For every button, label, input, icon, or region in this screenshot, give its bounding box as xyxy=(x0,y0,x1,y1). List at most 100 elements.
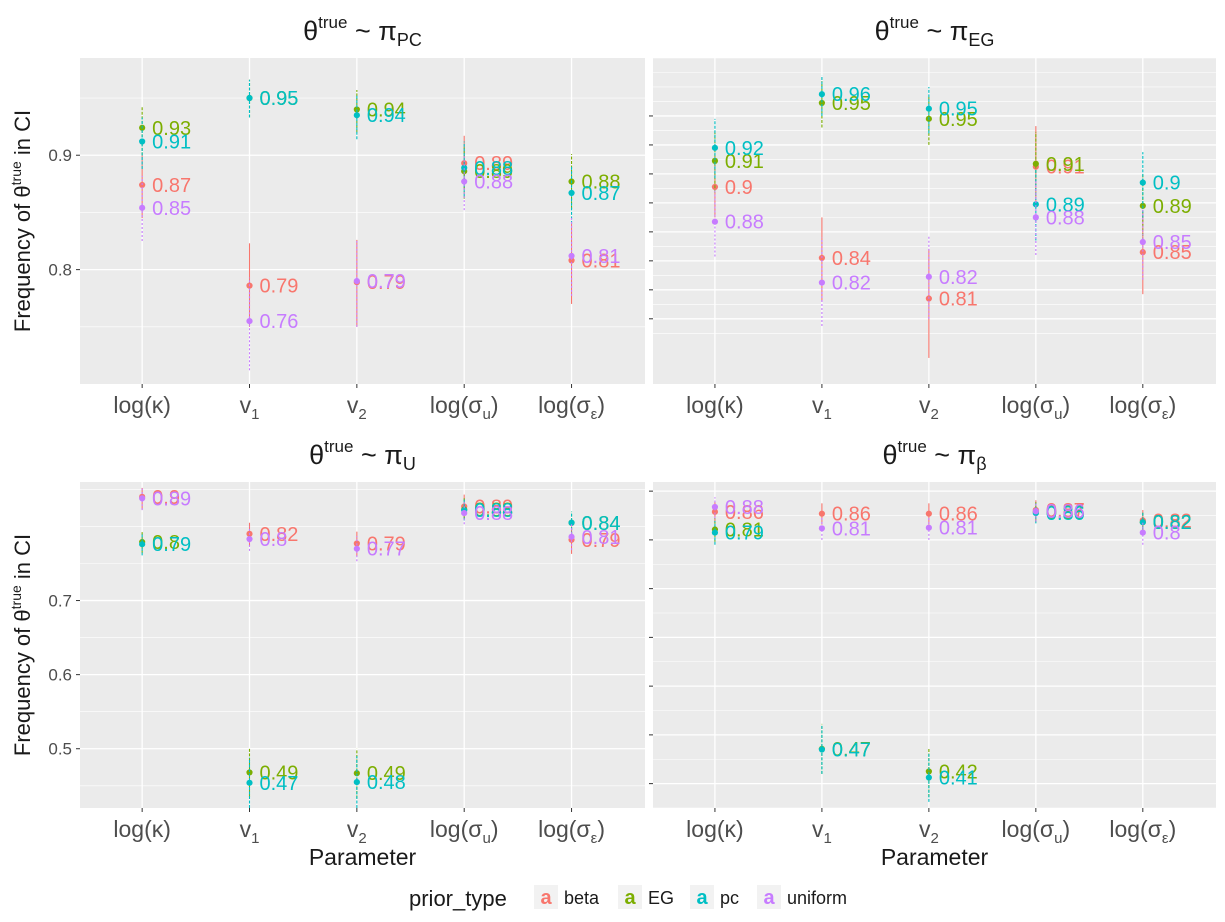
data-label: 0.49 xyxy=(367,763,406,785)
data-label: 0.91 xyxy=(1046,154,1085,176)
data-label: 0.9 xyxy=(725,177,753,199)
data-point xyxy=(1032,201,1039,208)
data-label: 0.85 xyxy=(1153,242,1192,264)
legend-title: prior_type xyxy=(409,886,507,911)
data-label: 0.8 xyxy=(152,532,180,554)
data-label: 0.95 xyxy=(832,93,871,115)
data-label: 0.86 xyxy=(725,502,764,524)
panel-background xyxy=(80,58,645,384)
data-point xyxy=(925,774,932,781)
series-uniform: 0.89 0.8 0.77 0.88 0.81 xyxy=(139,488,621,562)
data-point xyxy=(353,778,360,786)
data-label: 0.84 xyxy=(832,248,871,270)
data-label: 0.41 xyxy=(939,768,978,790)
data-point xyxy=(246,317,253,325)
x-tick-label: log(κ) xyxy=(686,392,744,418)
data-point xyxy=(1139,249,1146,256)
legend-entry-pc: a pc xyxy=(690,885,739,909)
x-tick-label: log(κ) xyxy=(686,816,744,842)
data-label: 0.81 xyxy=(725,520,764,542)
legend-key-bg xyxy=(690,885,714,909)
data-label: 0.81 xyxy=(582,250,621,272)
x-tick-label: log(κ) xyxy=(113,816,171,842)
data-label: 0.86 xyxy=(1046,503,1085,525)
series-EG: 0.910.950.950.910.89 xyxy=(711,81,1192,241)
data-label: 0.47 xyxy=(832,740,871,762)
panel-1: log(κ) v1 v2 log(σu) log(σε) 0.9 0.84 0.81 0.91 0… xyxy=(649,13,1216,423)
panel-3: log(κ) v1 v2 log(σu) log(σε)0.86 0.86 0.86 0.87… xyxy=(649,437,1216,847)
data-label: 0.9 xyxy=(152,487,180,509)
data-label: 0.94 xyxy=(367,99,406,121)
x-tick-label: v1 xyxy=(812,392,832,423)
data-point xyxy=(246,779,253,786)
data-label: 0.47 xyxy=(832,739,871,761)
data-point xyxy=(1032,214,1039,221)
data-label: 0.95 xyxy=(939,99,978,121)
y-axis-title: Frequency of θtrue in CI xyxy=(8,110,35,332)
data-label: 0.95 xyxy=(939,109,978,131)
y-tick-label: 0.8 xyxy=(48,261,72,280)
legend-entry-uniform: a uniform xyxy=(757,885,847,909)
legend-key-bg xyxy=(757,885,781,909)
legend-entry-beta: a beta xyxy=(534,885,600,909)
data-label: 0.79 xyxy=(367,272,406,294)
data-label: 0.89 xyxy=(152,488,191,510)
series-uniform: 0.85 0.76 0.79 0.88 0.81 xyxy=(139,154,620,371)
series-beta: 0.9 0.82 0.79 0.89 0.79 xyxy=(139,487,620,557)
series-beta: 0.87 0.79 0.79 0.89 0.81 xyxy=(139,135,621,327)
series-pc: 0.920.960.950.890.9 xyxy=(711,75,1181,241)
data-label: 0.94 xyxy=(367,105,406,127)
data-label: 0.88 xyxy=(725,212,764,234)
data-label: 0.95 xyxy=(260,88,299,110)
legend-key-bg xyxy=(618,885,642,909)
data-point xyxy=(711,529,719,536)
data-label: 0.81 xyxy=(582,527,621,549)
x-tick-label: v2 xyxy=(919,392,939,423)
data-label: 0.42 xyxy=(939,761,978,783)
data-label: 0.88 xyxy=(474,158,513,180)
series-uniform: 0.880.81 0.810.860.8 xyxy=(711,497,1181,545)
data-point xyxy=(139,138,146,145)
legend-label: EG xyxy=(648,888,674,908)
data-label: 0.87 xyxy=(1046,500,1085,522)
data-label: 0.77 xyxy=(367,539,406,561)
data-point xyxy=(1139,238,1146,246)
x-tick-label: v1 xyxy=(240,816,260,847)
data-label: 0.47 xyxy=(260,773,299,795)
x-tick-label: log(σu) xyxy=(1002,816,1071,847)
data-label: 0.89 xyxy=(1046,194,1085,216)
x-tick-label: log(σε) xyxy=(1109,816,1176,847)
data-point xyxy=(711,144,719,151)
legend-key-glyph: a xyxy=(696,887,708,909)
data-point xyxy=(711,503,719,511)
data-label: 0.87 xyxy=(582,183,621,205)
y-axis-title: Frequency of θtrue in CI xyxy=(8,534,35,756)
panel-title: θtrue ~ πU xyxy=(309,437,416,474)
data-label: 0.84 xyxy=(582,513,621,535)
legend-label: beta xyxy=(564,888,600,908)
x-tick-label: v2 xyxy=(347,392,367,423)
data-point xyxy=(139,541,146,548)
y-tick-label: 0.9 xyxy=(48,146,72,165)
x-tick-label: log(σu) xyxy=(430,392,499,423)
data-label: 0.86 xyxy=(1046,501,1085,523)
data-point xyxy=(568,519,575,526)
y-tick-label: 0.6 xyxy=(48,666,72,685)
data-point xyxy=(568,189,575,197)
legend: prior_type a beta a EG a pc a uniform xyxy=(409,885,847,911)
data-label: 0.76 xyxy=(260,311,299,333)
x-tick-label: log(σε) xyxy=(1109,392,1176,423)
data-label: 0.81 xyxy=(939,518,978,540)
x-tick-label: log(σu) xyxy=(1002,392,1071,423)
data-label: 0.95 xyxy=(260,88,299,110)
data-label: 0.86 xyxy=(832,504,871,526)
data-point xyxy=(925,524,932,531)
data-label: 0.81 xyxy=(939,289,978,311)
data-point xyxy=(818,746,826,753)
legend-key-glyph: a xyxy=(624,887,636,909)
data-label: 0.79 xyxy=(725,523,764,545)
data-label: 0.82 xyxy=(939,267,978,289)
data-point xyxy=(1032,508,1039,515)
